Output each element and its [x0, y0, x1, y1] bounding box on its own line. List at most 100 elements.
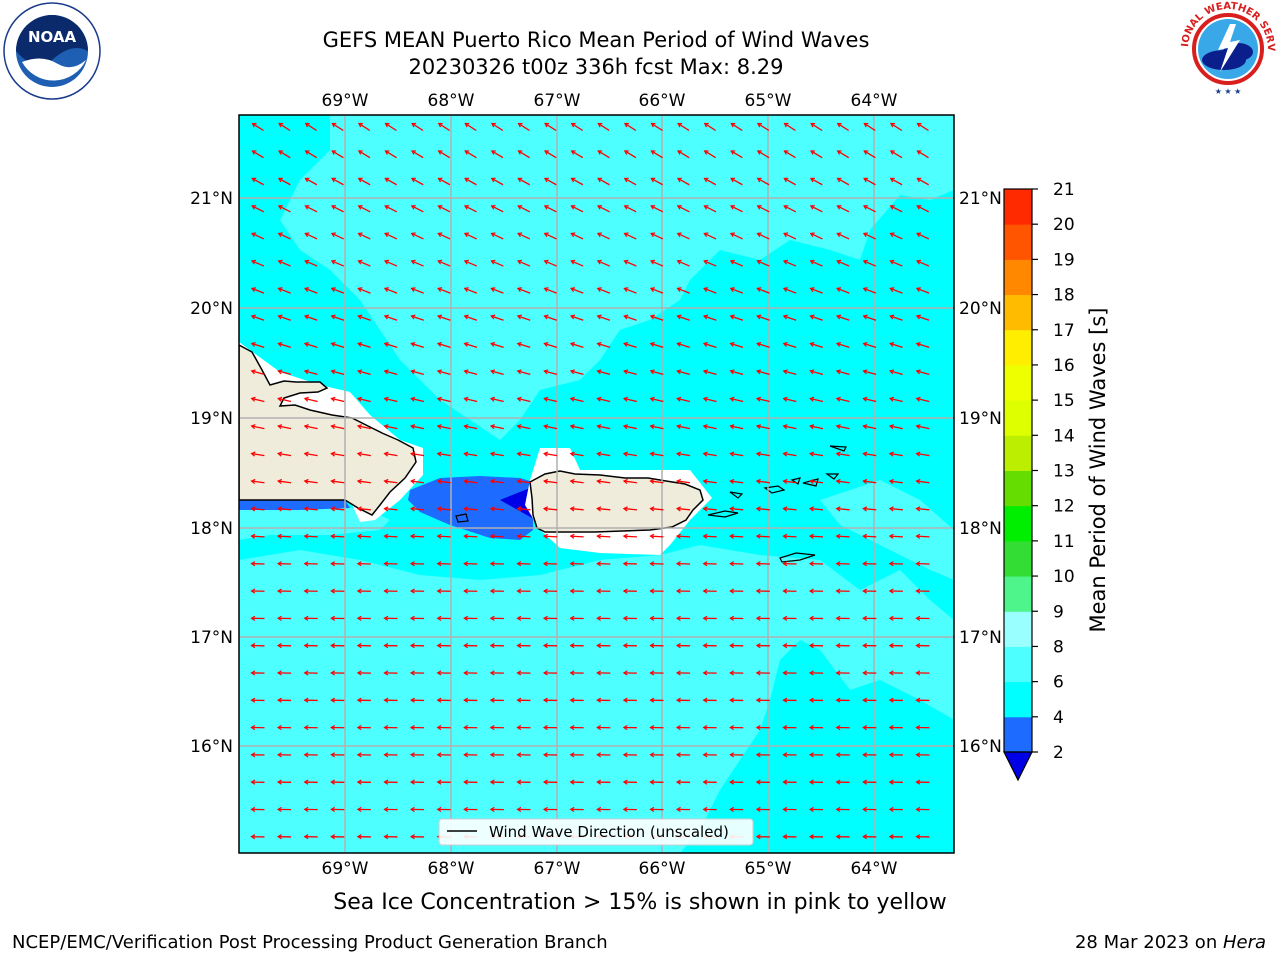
wind-wave-arrowhead [835, 396, 841, 402]
wind-wave-arrowhead [623, 150, 629, 155]
wind-wave-arrowhead [277, 341, 283, 347]
wind-wave-arrow [331, 425, 345, 430]
wind-wave-arrowhead [490, 205, 496, 210]
wind-wave-arrow [517, 370, 531, 376]
colorbar-tick-label: 12 [1053, 497, 1075, 517]
wind-wave-arrowhead [303, 806, 309, 813]
wind-wave-arrowhead [622, 724, 628, 731]
wind-wave-arrowhead [649, 451, 655, 457]
wind-wave-arrow [863, 315, 877, 321]
wind-wave-arrowhead [278, 122, 284, 128]
wind-wave-arrowhead [755, 478, 761, 485]
wind-wave-arrow [916, 315, 930, 321]
wind-wave-arrowhead [783, 205, 789, 210]
wind-wave-arrowhead [783, 122, 789, 128]
wind-wave-arrowhead [622, 615, 628, 621]
wind-wave-arrowhead [383, 670, 389, 676]
wind-wave-arrowhead [836, 205, 842, 210]
wind-wave-arrowhead [729, 670, 735, 676]
wind-wave-arrow [570, 480, 584, 484]
wind-wave-arrowhead [596, 670, 602, 676]
wind-wave-arrowhead [330, 724, 336, 731]
wind-wave-arrowhead [649, 259, 656, 265]
wind-wave-arrow [810, 342, 824, 348]
wind-wave-arrow [411, 342, 425, 348]
wind-wave-arrowhead [862, 724, 868, 731]
wind-wave-arrow [916, 507, 930, 511]
wind-wave-arrowhead [888, 724, 894, 731]
wind-wave-arrowhead [330, 341, 336, 347]
wind-wave-arrowhead [277, 396, 283, 402]
wind-wave-arrowhead [622, 806, 628, 813]
wind-wave-arrow [411, 150, 424, 159]
wind-wave-arrow [490, 507, 504, 511]
wind-wave-arrow [305, 150, 318, 159]
wind-wave-arrowhead [915, 615, 921, 621]
wind-wave-arrowhead [489, 396, 496, 402]
wind-wave-arrowhead [383, 506, 389, 512]
wind-wave-arrow [677, 287, 690, 294]
wind-wave-arrowhead [250, 724, 256, 731]
wind-wave-arrowhead [810, 150, 816, 155]
wind-wave-arrowhead [675, 561, 681, 567]
wind-wave-arrowhead [383, 834, 389, 840]
wind-wave-arrowhead [303, 697, 309, 703]
wind-wave-arrowhead [756, 369, 762, 375]
wind-wave-arrowhead [409, 724, 415, 731]
wind-wave-arrow [757, 232, 770, 240]
wind-wave-arrowhead [782, 588, 788, 594]
wind-wave-arrow [837, 122, 850, 132]
wind-wave-arrow [384, 507, 398, 511]
wind-wave-arrow [358, 287, 371, 294]
wind-wave-arrow [783, 287, 797, 294]
wind-wave-arrow [597, 232, 610, 240]
wind-wave-arrowhead [277, 205, 283, 210]
wind-wave-arrow [464, 397, 478, 403]
wind-wave-arrow [251, 177, 265, 186]
wind-wave-arrowhead [782, 424, 788, 430]
wind-wave-arrow [544, 315, 557, 321]
wind-wave-arrow [544, 287, 557, 294]
shade-6-8-region [680, 650, 700, 690]
wind-wave-arrow [836, 480, 850, 484]
wind-wave-arrow [863, 425, 877, 430]
wind-wave-arrowhead [676, 478, 682, 485]
noaa-logo-label: NOAA [28, 28, 77, 46]
wind-wave-arrowhead [304, 150, 310, 155]
wind-wave-arrow [544, 232, 557, 240]
wind-wave-arrowhead [676, 424, 682, 430]
wind-wave-arrowhead [755, 834, 761, 840]
wind-wave-arrow [756, 425, 770, 430]
wind-wave-arrowhead [463, 205, 470, 210]
wind-wave-arrowhead [755, 588, 761, 594]
wind-wave-arrowhead [677, 150, 683, 155]
wind-wave-arrow [757, 205, 770, 213]
wind-wave-arrow [623, 452, 637, 457]
wind-wave-arrowhead [489, 615, 495, 621]
top-lon-label: 65°W [745, 91, 792, 111]
wind-wave-arrowhead [304, 287, 310, 292]
wind-wave-arrow [278, 452, 292, 457]
wind-wave-arrow [650, 370, 664, 376]
wind-wave-arrow [730, 260, 744, 267]
wind-wave-arrow [704, 122, 717, 132]
wind-wave-arrow [411, 452, 425, 457]
wind-wave-arrowhead [570, 259, 576, 265]
wind-wave-arrowhead [730, 150, 736, 155]
wind-wave-arrow [623, 342, 637, 348]
wind-wave-arrow [810, 480, 824, 484]
wind-wave-arrowhead [888, 478, 894, 485]
wind-wave-arrow [677, 535, 691, 538]
wind-wave-arrowhead [862, 806, 868, 813]
wind-wave-arrowhead [463, 341, 469, 347]
wind-wave-arrowhead [331, 122, 337, 128]
wind-wave-arrowhead [862, 451, 868, 457]
gridlines [239, 115, 954, 853]
wind-wave-arrowhead [542, 806, 548, 813]
right-lat-label: 17°N [959, 628, 1002, 648]
wind-wave-arrow [304, 425, 318, 430]
wind-wave-arrowhead [889, 205, 895, 210]
wind-wave-arrowhead [729, 451, 735, 457]
wind-wave-arrowhead [756, 259, 762, 265]
wind-wave-arrow [889, 452, 903, 457]
